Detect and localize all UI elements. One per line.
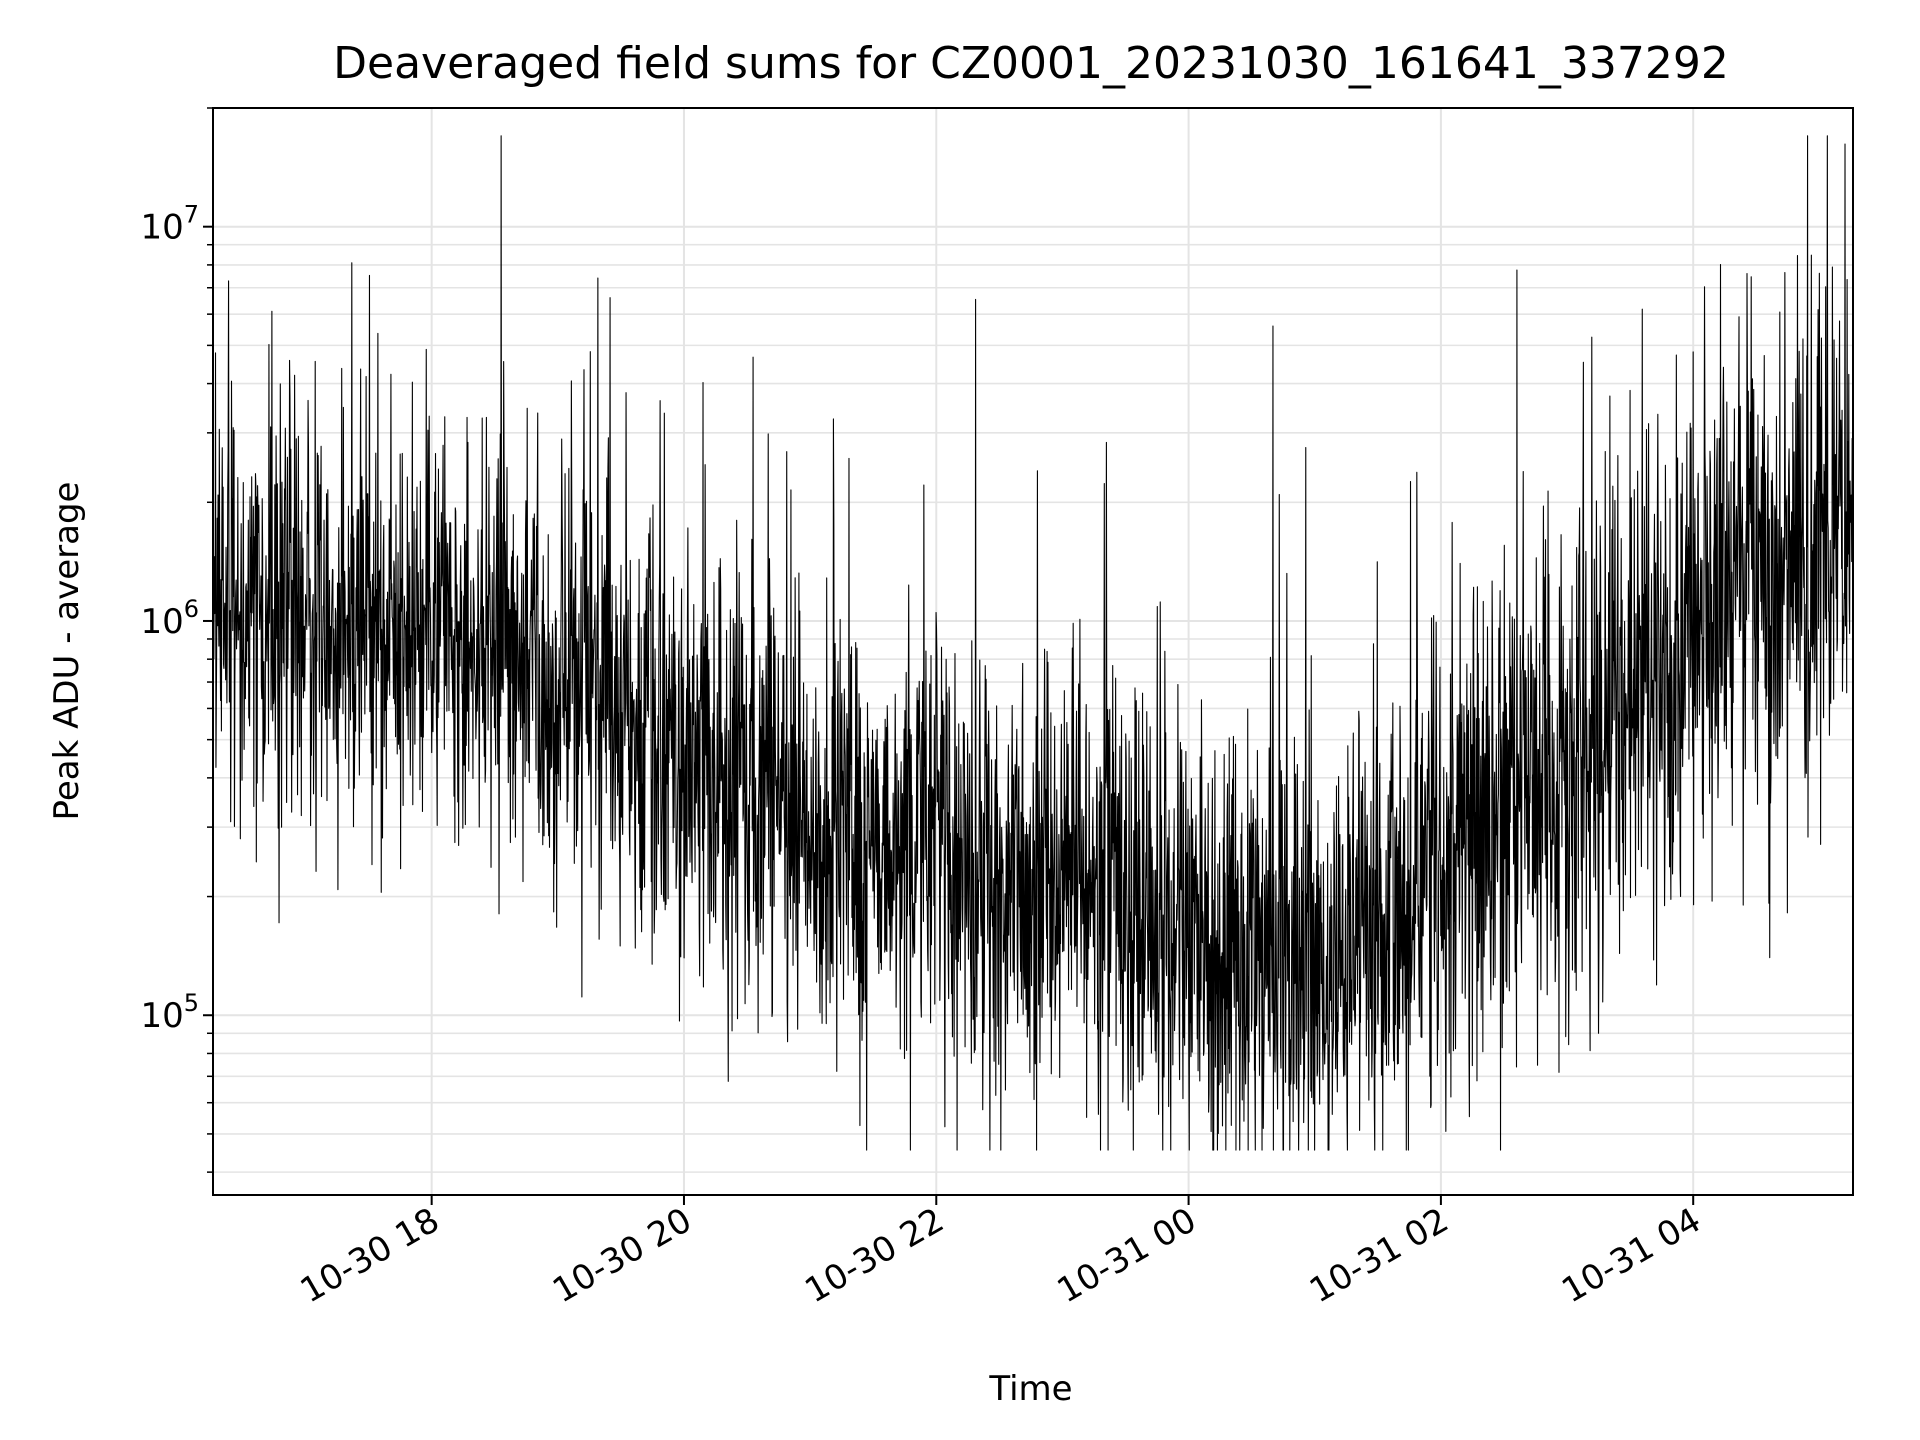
y-tick-label: 105	[140, 989, 199, 1036]
x-tick-label: 10-31 04	[1555, 1200, 1707, 1311]
chart-title: Deaveraged field sums for CZ0001_2023103…	[333, 38, 1729, 89]
series-line	[212, 135, 1854, 1151]
x-tick-label: 10-30 22	[798, 1200, 950, 1311]
y-axis-label: Peak ADU - average	[47, 482, 87, 821]
plot-frame	[212, 107, 1854, 1196]
plot-series	[212, 135, 1854, 1151]
y-axis-ticks: 105 106 107	[140, 107, 213, 1173]
x-tick-label: 10-31 00	[1051, 1200, 1203, 1311]
y-tick-label: 106	[140, 595, 199, 642]
x-axis-label: Time	[988, 1369, 1072, 1409]
x-tick-label: 10-31 02	[1303, 1200, 1455, 1311]
y-tick-label: 107	[140, 201, 199, 248]
x-tick-label: 10-30 18	[294, 1200, 446, 1311]
x-axis-ticks: 10-30 18 10-30 20 10-30 22 10-31 00 10-31 02…	[294, 1195, 1708, 1311]
x-tick-label: 10-30 20	[546, 1200, 698, 1311]
